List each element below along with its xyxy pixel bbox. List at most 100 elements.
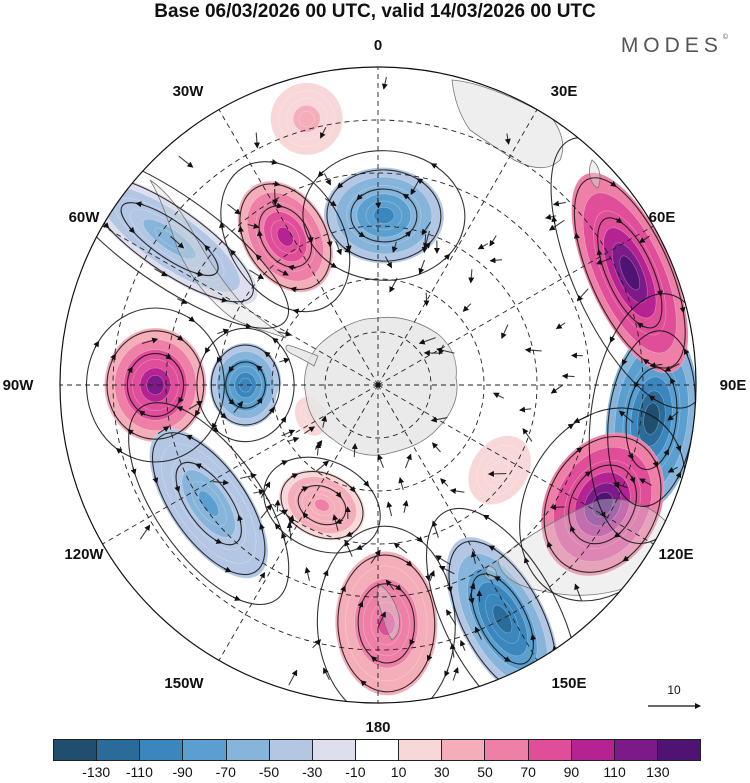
wind-arrow	[357, 600, 364, 609]
streamline-loop	[326, 169, 442, 262]
wind-arrow	[377, 611, 386, 629]
lon-120e-label: 120E	[658, 546, 693, 563]
colorbar	[53, 739, 701, 761]
wind-arrow	[330, 262, 338, 268]
wind-arrow	[312, 639, 322, 649]
wind-arrow	[475, 626, 482, 640]
streamline-loop	[120, 202, 219, 277]
wind-arrow	[233, 401, 244, 414]
wind-arrow	[426, 653, 433, 662]
wind-arrow	[675, 471, 682, 479]
wind-arrow	[429, 570, 435, 582]
negative-anomaly-contour	[373, 206, 395, 225]
positive-anomaly-contour	[619, 255, 641, 291]
wind-arrow	[243, 322, 252, 329]
wind-arrow	[350, 705, 355, 710]
wind-arrow	[470, 550, 477, 564]
wind-arrow	[468, 596, 475, 605]
lon-30w-label: 30W	[173, 83, 205, 100]
wind-arrow	[381, 76, 388, 90]
wind-arrow	[217, 328, 230, 335]
wind-arrow	[604, 144, 611, 151]
streamline-loop	[106, 330, 205, 440]
wind-arrow	[280, 460, 289, 466]
wind-arrow	[385, 579, 395, 591]
wind-arrow	[194, 409, 201, 417]
streamline-loop	[588, 293, 696, 545]
wind-arrow	[423, 230, 431, 250]
wind-arrow	[277, 269, 289, 276]
wind-arrow	[664, 363, 680, 372]
wind-arrow	[370, 655, 378, 663]
wind-arrow	[477, 243, 489, 250]
wind-arrow	[574, 583, 583, 601]
lon-60w-label: 60W	[69, 209, 101, 226]
wind-arrow	[550, 384, 564, 394]
wind-arrow	[423, 292, 430, 307]
wind-arrow	[260, 504, 273, 519]
wind-arrow	[409, 638, 415, 646]
colorbar-tick-label: -10	[345, 764, 366, 780]
wind-arrow	[315, 460, 330, 472]
wind-arrow	[402, 193, 410, 200]
streamline-loop	[126, 353, 185, 417]
positive-anomaly-contour	[298, 110, 315, 127]
lon-60e-label: 60E	[649, 209, 676, 226]
wind-arrow	[141, 337, 159, 345]
wind-arrow	[176, 334, 184, 341]
wind-arrow	[638, 235, 650, 244]
wind-arrow	[340, 585, 346, 593]
streamline-loop	[280, 470, 364, 540]
wind-arrow	[152, 476, 159, 484]
streamline-loop	[151, 432, 266, 576]
colorbar-swatch	[183, 740, 227, 760]
wind-arrow	[438, 344, 445, 356]
wind-arrow	[317, 170, 324, 178]
wind-arrow	[360, 680, 367, 687]
antarctic-peninsula	[285, 344, 319, 367]
wind-arrow	[212, 479, 230, 486]
wind-arrow	[233, 595, 241, 601]
wind-arrow	[567, 423, 575, 430]
negative-anomaly-contour	[198, 490, 220, 517]
wind-arrow	[530, 633, 537, 642]
wind-arrow	[391, 241, 398, 253]
colorbar-swatch	[312, 740, 356, 760]
wind-arrow	[355, 544, 364, 551]
wind-arrow	[253, 489, 265, 495]
wind-arrow	[220, 412, 227, 419]
wind-arrow	[280, 416, 287, 424]
wind-arrow	[281, 532, 287, 540]
wind-arrow	[287, 264, 296, 271]
streamline-loop	[225, 361, 266, 409]
wind-arrow	[326, 239, 333, 248]
streamline-loop	[470, 573, 534, 665]
madagascar-land	[589, 159, 601, 189]
colorbar-tick-label: 90	[563, 764, 580, 780]
wind-arrow	[349, 485, 356, 493]
wind-arrow	[322, 569, 329, 578]
wind-arrow	[615, 217, 623, 224]
wind-arrow	[292, 308, 301, 315]
wind-arrow	[389, 277, 398, 293]
wind-arrow	[324, 197, 337, 207]
positive-anomaly-contour	[490, 460, 509, 480]
wind-arrow	[93, 340, 100, 348]
wind-arrow	[268, 406, 275, 414]
lon-30e-label: 30E	[551, 83, 578, 100]
meridian-line	[102, 384, 379, 545]
wind-arrow	[462, 303, 472, 312]
wind-arrow	[609, 181, 617, 187]
wind-arrow	[675, 444, 682, 452]
wind-arrow	[260, 481, 271, 498]
colorbar-tick-label: -130	[82, 764, 111, 780]
wind-arrow	[519, 406, 532, 413]
wind-arrow	[622, 358, 628, 366]
wind-arrow	[320, 127, 327, 139]
colorbar-swatch	[269, 740, 313, 760]
wind-arrow	[584, 471, 592, 478]
lon-180-label: 180	[365, 719, 390, 736]
wind-arrow	[618, 410, 634, 424]
wind-arrow	[130, 467, 137, 476]
wind-arrow	[446, 609, 457, 626]
